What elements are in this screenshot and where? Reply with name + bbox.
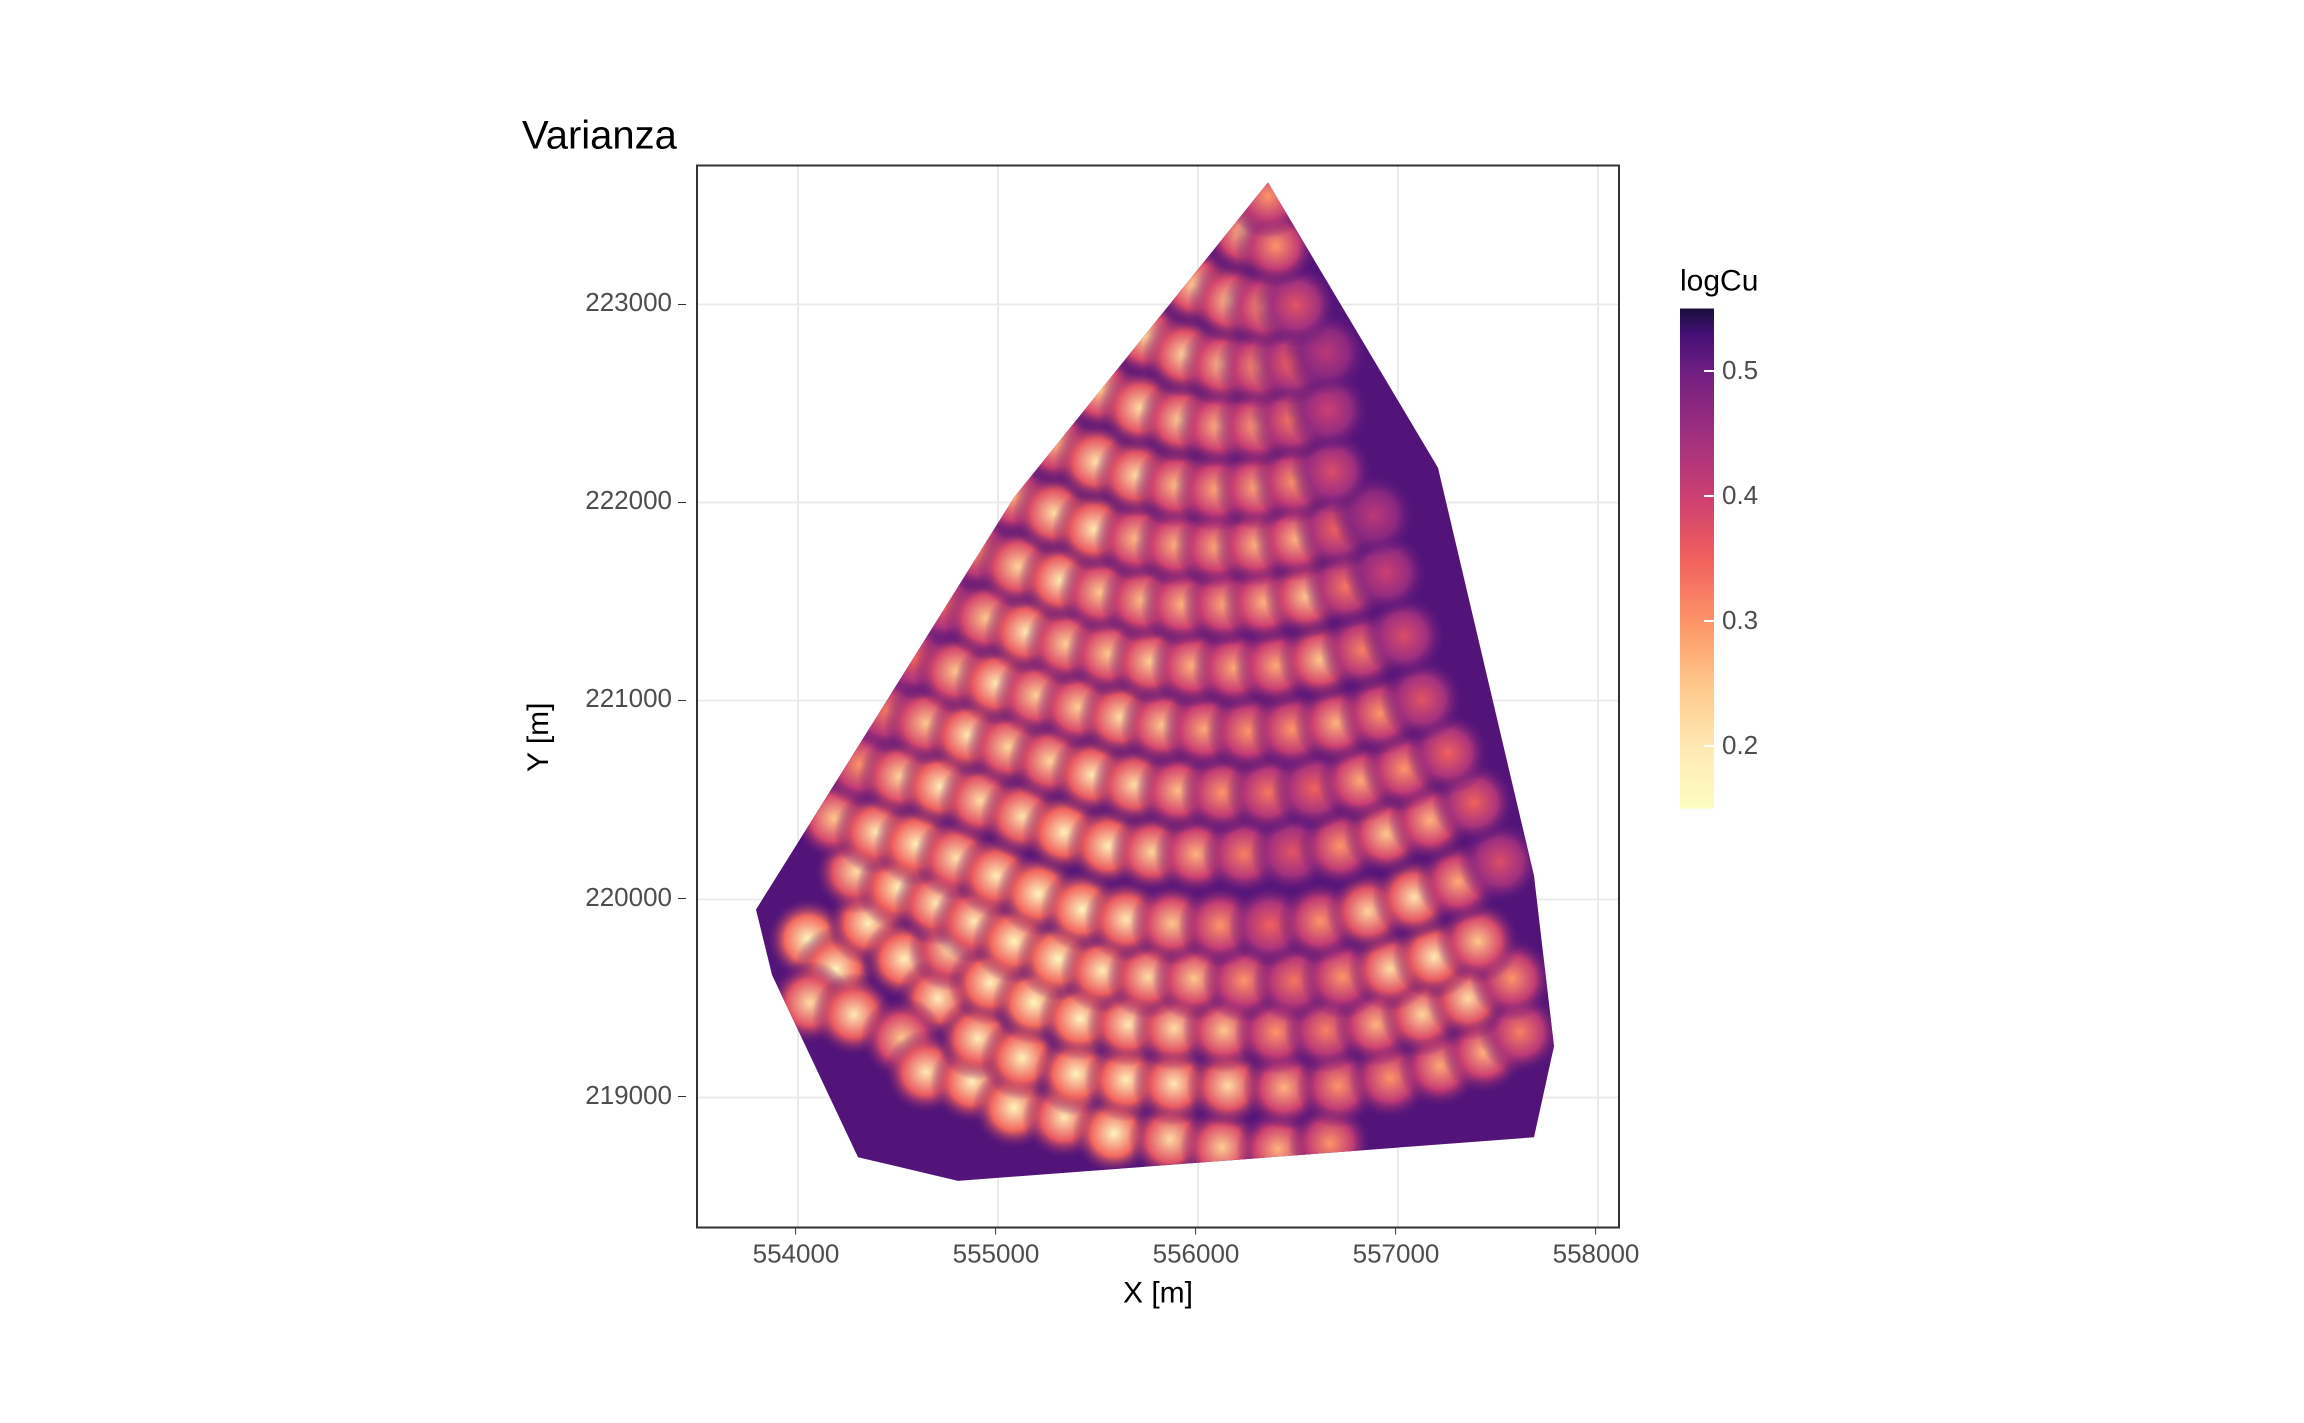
panel-and-x-axis: 554000555000556000557000558000 X [m]: [696, 164, 1620, 1310]
legend-tick-label: 0.4: [1722, 480, 1758, 511]
y-tick-label: 219000: [585, 1080, 686, 1111]
legend: logCu 0.5 0.4 0.3 0.2: [1680, 264, 1782, 808]
x-tick-label: 556000: [1153, 1228, 1240, 1269]
legend-colorbar: [1680, 308, 1714, 808]
plot-row: Y [m] 219000 220000 221000 222000 223000 554…: [522, 164, 1782, 1310]
y-ticks-container: 219000 220000 221000 222000 223000: [566, 164, 686, 1224]
x-tick-label: 557000: [1353, 1228, 1440, 1269]
y-tick-label: 222000: [585, 485, 686, 516]
plot-panel: [696, 164, 1620, 1228]
x-tick-label: 555000: [953, 1228, 1040, 1269]
legend-ticks: 0.5 0.4 0.3 0.2: [1722, 308, 1782, 808]
legend-body: 0.5 0.4 0.3 0.2: [1680, 308, 1782, 808]
legend-tick-label: 0.2: [1722, 730, 1758, 761]
y-tick-label: 223000: [585, 287, 686, 318]
x-ticks-container: 554000555000556000557000558000: [696, 1228, 1616, 1268]
heatmap-svg: [698, 166, 1618, 1226]
legend-tick-label: 0.3: [1722, 605, 1758, 636]
y-tick-label: 220000: [585, 882, 686, 913]
legend-tick-label: 0.5: [1722, 355, 1758, 386]
x-axis-label: X [m]: [696, 1276, 1620, 1310]
y-axis-label: Y [m]: [522, 702, 556, 771]
x-tick-label: 558000: [1553, 1228, 1640, 1269]
chart-container: Varianza Y [m] 2190002200002210002220002…: [522, 113, 1782, 1310]
y-tick-label: 221000: [585, 683, 686, 714]
legend-title: logCu: [1680, 264, 1758, 298]
x-tick-label: 554000: [753, 1228, 840, 1269]
chart-title: Varianza: [522, 113, 1782, 158]
